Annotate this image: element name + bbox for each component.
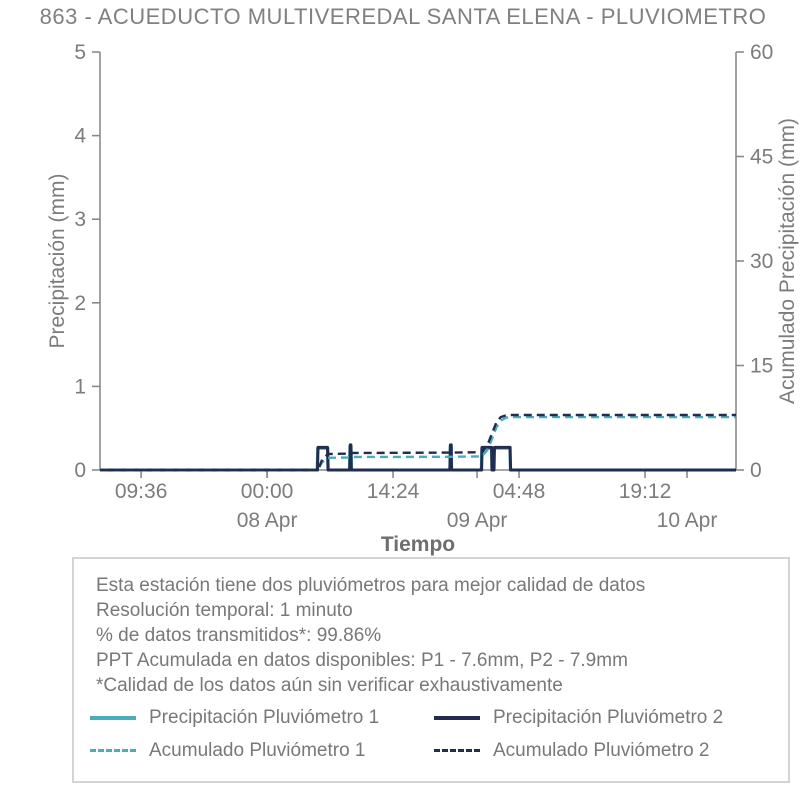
x-axis-title: Tiempo	[381, 533, 455, 556]
info-line-accumulated: PPT Acumulada en datos disponibles: P1 -…	[96, 650, 628, 671]
left-axis-title: Precipitación (mm)	[46, 173, 69, 348]
right-axis-tick-label: 45	[750, 146, 773, 169]
x-axis-time-label: 04:48	[493, 480, 546, 503]
x-axis-date-label: 08 Apr	[237, 509, 298, 532]
series-acumulado-pluvi-metro-1	[100, 415, 736, 472]
legend-label: Acumulado Pluviómetro 2	[493, 739, 710, 761]
right-axis-tick-label: 0	[750, 459, 762, 482]
solid-navy-line-swatch	[434, 715, 480, 720]
info-line-quality-note: *Calidad de los datos aún sin verificar …	[96, 675, 563, 696]
dashed-navy-line-swatch	[434, 749, 480, 752]
x-axis-time-label: 09:36	[115, 480, 168, 503]
x-axis-time-label: 14:24	[367, 480, 420, 503]
legend-label: Precipitación Pluviómetro 2	[493, 706, 724, 728]
left-axis-tick-label: 4	[74, 125, 86, 148]
x-axis-date-label: 09 Apr	[447, 509, 508, 532]
legend-label: Acumulado Pluviómetro 1	[149, 739, 366, 761]
legend-item-accum-p2: Acumulado Pluviómetro 2	[434, 736, 778, 766]
right-axis-tick-label: 30	[750, 250, 773, 273]
left-axis-tick-label: 0	[74, 459, 86, 482]
legend-label: Precipitación Pluviómetro 1	[149, 706, 380, 728]
left-axis-tick-label: 1	[74, 375, 86, 398]
right-axis-tick-label: 15	[750, 355, 773, 378]
series-precipitaci-n-pluvi-metro-1	[100, 445, 736, 472]
x-axis-date-label: 10 Apr	[657, 509, 718, 532]
info-line-resolution: Resolución temporal: 1 minuto	[96, 600, 353, 621]
series-acumulado-pluvi-metro-2	[100, 413, 736, 472]
x-axis-time-label: 00:00	[241, 480, 294, 503]
legend: Precipitación Pluviómetro 1 Acumulado Pl…	[90, 701, 778, 767]
station-info-lines: Esta estación tiene dos pluviómetros par…	[96, 573, 788, 698]
series-precipitaci-n-pluvi-metro-2	[100, 443, 736, 472]
info-line-transmitted: % de datos transmitidos*: 99.86%	[96, 625, 382, 646]
right-axis-title: Acumulado Precipitación (mm)	[776, 118, 799, 404]
right-axis-tick-label: 60	[750, 41, 773, 64]
x-axis-time-label: 19:12	[619, 480, 672, 503]
legend-item-accum-p1: Acumulado Pluviómetro 1	[90, 736, 434, 766]
chart-title: 863 - ACUEDUCTO MULTIVEREDAL SANTA ELENA…	[39, 4, 767, 29]
station-info-box: Esta estación tiene dos pluviómetros par…	[72, 557, 790, 783]
legend-item-precip-p2: Precipitación Pluviómetro 2	[434, 703, 778, 733]
info-line-station: Esta estación tiene dos pluviómetros par…	[96, 575, 646, 596]
left-axis-tick-label: 5	[74, 41, 86, 64]
solid-teal-line-swatch	[90, 715, 136, 720]
dashed-teal-line-swatch	[90, 749, 136, 752]
legend-item-precip-p1: Precipitación Pluviómetro 1	[90, 703, 434, 733]
left-axis-tick-label: 3	[74, 208, 86, 231]
left-axis-tick-label: 2	[74, 292, 86, 315]
